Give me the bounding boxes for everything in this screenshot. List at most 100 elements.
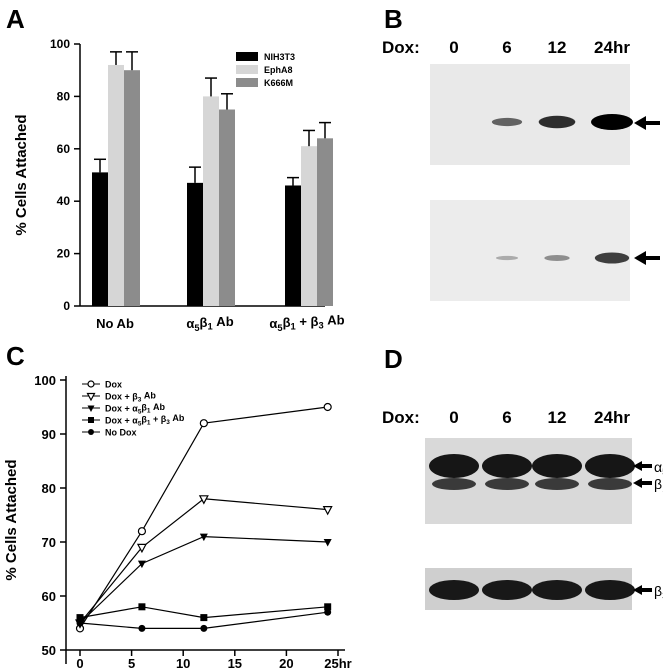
data-point xyxy=(199,419,208,428)
bars-a xyxy=(92,51,333,307)
blot-b-top xyxy=(430,64,630,165)
blot-band-beta1 xyxy=(535,478,579,490)
x-ticks-c: 0 5 10 15 20 25hr xyxy=(76,650,352,669)
series-lines-c xyxy=(75,402,333,633)
y-tick-label-a: 40 xyxy=(57,194,71,208)
lane-label-b: 6 xyxy=(502,38,511,57)
x-tick-label-a: α5​β1​ + β3​ Ab xyxy=(269,313,344,333)
blot-band-alpha5 xyxy=(482,454,532,478)
y-tick-label-a: 100 xyxy=(50,37,70,51)
legend-label: NIH3T3 xyxy=(264,52,295,62)
legend-marker xyxy=(87,380,95,388)
blot-band-alpha5 xyxy=(532,454,582,478)
panel-letter-c: C xyxy=(6,341,25,371)
bands-b xyxy=(491,114,633,264)
blot-band xyxy=(594,252,630,264)
data-point xyxy=(323,402,332,412)
y-ticks-a: 0 20 40 60 80 100 xyxy=(50,37,80,313)
bar xyxy=(301,146,317,306)
blot-band-beta3 xyxy=(532,580,582,600)
bar xyxy=(203,96,219,307)
blot-band xyxy=(591,114,633,130)
legend-marker xyxy=(87,405,95,412)
x-tick-label-c: 10 xyxy=(176,656,190,669)
data-point xyxy=(138,603,146,611)
series-line xyxy=(79,611,328,630)
legend-label: Dox + α5​β1​ Ab xyxy=(105,402,166,415)
lane-label-d: 6 xyxy=(502,408,511,427)
series-line xyxy=(79,535,328,624)
data-point xyxy=(200,624,208,632)
legend-label: Dox + α5​β1​ + β3​ Ab xyxy=(105,413,185,427)
legend-marker xyxy=(88,429,94,435)
y-tick-label-a: 20 xyxy=(57,247,71,261)
arrow-icon xyxy=(633,585,652,595)
data-point xyxy=(322,506,333,516)
dox-label-b: Dox: xyxy=(382,38,420,57)
data-point xyxy=(137,560,146,569)
y-tick-label-a: 0 xyxy=(63,299,70,313)
bar xyxy=(187,182,203,306)
arrow-icon xyxy=(633,478,652,488)
legend-label: No Dox xyxy=(105,428,137,438)
x-labels-a: No Ab α5​β1​ Ab α5​β1​ + β3​ Ab xyxy=(96,313,345,333)
bands-d xyxy=(429,454,635,600)
blot-band-beta3 xyxy=(585,580,635,600)
x-tick-label-c: 25hr xyxy=(324,656,351,669)
panel-c: C % Cells Attached 50 60 70 80 90 100 0 5 10 15 2… xyxy=(3,341,352,669)
legend-swatch xyxy=(236,52,258,61)
x-tick-label-c: 5 xyxy=(128,656,135,669)
data-point xyxy=(138,624,146,632)
data-point xyxy=(198,495,209,505)
data-point xyxy=(76,614,84,622)
data-point xyxy=(76,619,84,627)
data-point xyxy=(137,527,147,536)
lane-label-d: 12 xyxy=(548,408,567,427)
data-point xyxy=(199,533,208,542)
data-point xyxy=(324,608,332,616)
lane-label-b: 0 xyxy=(449,38,458,57)
data-point xyxy=(136,543,147,554)
y-tick-label-c: 100 xyxy=(34,373,56,388)
data-point xyxy=(324,603,332,611)
legend-label: EphA8 xyxy=(264,65,293,75)
legend-label: Dox xyxy=(105,380,122,390)
lane-label-b: 12 xyxy=(548,38,567,57)
legend-swatch xyxy=(236,65,258,74)
blot-band-alpha5 xyxy=(429,454,479,478)
bar xyxy=(124,70,140,306)
y-axis-label-a: % Cells Attached xyxy=(13,114,30,235)
legend-swatch xyxy=(236,78,258,87)
data-point xyxy=(200,614,208,622)
arrow-icon xyxy=(634,251,660,265)
lane-label-d: 24hr xyxy=(594,408,630,427)
blot-band-beta1 xyxy=(432,478,476,490)
y-axis-label-c: % Cells Attached xyxy=(3,459,20,580)
series-line xyxy=(79,406,328,629)
bar xyxy=(108,64,124,307)
bar xyxy=(285,185,301,306)
legend-label: Dox + β3​ Ab xyxy=(105,391,156,404)
blot-band-beta1 xyxy=(485,478,529,490)
y-tick-label-a: 80 xyxy=(57,89,71,103)
legend-marker xyxy=(88,417,94,423)
series-line xyxy=(79,498,328,624)
bar xyxy=(92,172,108,306)
y-tick-label-c: 90 xyxy=(42,427,56,442)
blot-b-bottom xyxy=(430,200,630,301)
legend-marker xyxy=(86,392,96,402)
panel-b: B Dox: 0 6 12 24hr xyxy=(382,4,660,301)
arrow-icon xyxy=(633,461,652,471)
panel-letter-a: A xyxy=(6,4,25,34)
x-tick-label-a: No Ab xyxy=(96,316,134,331)
panel-letter-d: D xyxy=(384,344,403,374)
y-tick-label-c: 80 xyxy=(42,481,56,496)
series-line xyxy=(79,606,328,619)
panel-d: D Dox: 0 6 12 24hr α5 β1 β3 xyxy=(382,344,663,610)
bar xyxy=(219,109,235,306)
y-tick-label-c: 50 xyxy=(42,643,56,658)
y-tick-label-a: 60 xyxy=(57,142,71,156)
blot-band-alpha5 xyxy=(585,454,635,478)
